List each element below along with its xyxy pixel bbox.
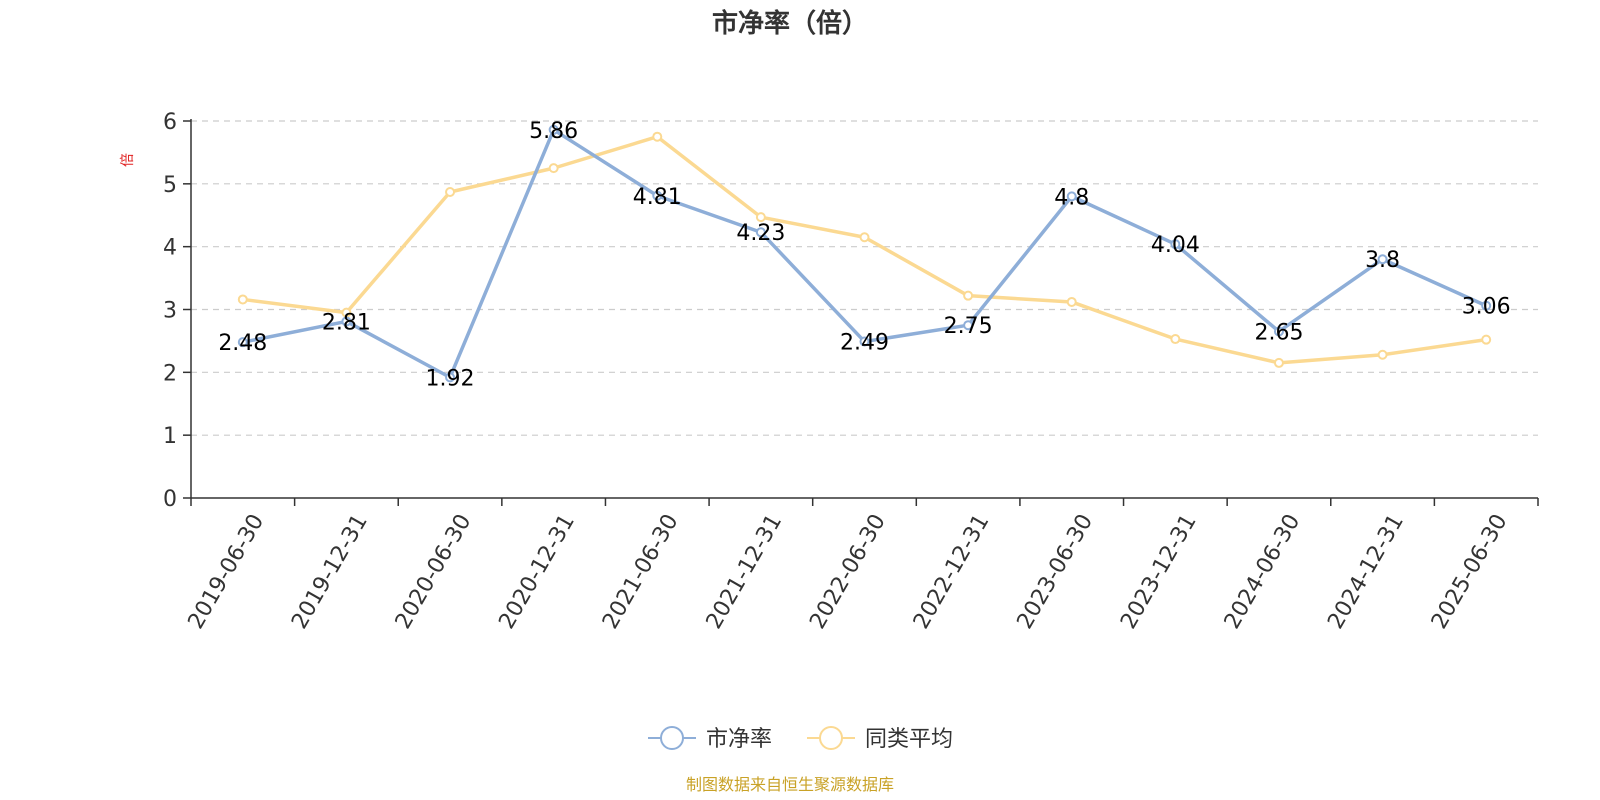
- data-point: [445, 372, 456, 383]
- data-point: [963, 290, 974, 301]
- data-point: [963, 320, 974, 331]
- data-label: 3.8: [1365, 248, 1400, 273]
- data-point: [548, 124, 559, 135]
- legend-marker: [660, 726, 684, 750]
- y-tick-label: 1: [163, 424, 177, 449]
- legend[interactable]: 市净率 同类平均: [648, 726, 953, 752]
- data-point: [1170, 239, 1181, 250]
- data-label: 4.04: [1151, 233, 1200, 258]
- source-note: 制图数据来自恒生聚源数据库: [686, 775, 894, 794]
- y-tick-label: 2: [163, 361, 177, 386]
- data-label: 2.49: [840, 331, 889, 356]
- data-labels: 2.48 2.81 1.92 5.86 4.81 4.23 2.49 2.75 4.8 4.04 2…: [218, 119, 1510, 392]
- data-point: [859, 232, 870, 243]
- x-tick-label: 2023-06-30: [1013, 510, 1099, 633]
- y-tick-label: 6: [163, 110, 177, 135]
- y-tick-label: 4: [163, 236, 177, 261]
- data-label: 2.81: [322, 310, 371, 335]
- x-tick-label: 2024-12-31: [1323, 510, 1409, 633]
- x-tick-label: 2021-06-30: [598, 510, 684, 633]
- data-point: [1273, 357, 1284, 368]
- data-label: 2.48: [218, 331, 267, 356]
- data-point: [1377, 349, 1388, 360]
- data-point: [1481, 300, 1492, 311]
- data-label: 4.23: [736, 221, 785, 246]
- legend-item-2[interactable]: 同类平均: [807, 726, 953, 752]
- y-tick-label: 5: [163, 173, 177, 198]
- x-tick-label: 2019-06-30: [184, 510, 270, 633]
- data-point: [859, 336, 870, 347]
- x-tick-label: 2019-12-31: [287, 510, 373, 633]
- y-tick-label: 3: [163, 299, 177, 324]
- data-label: 1.92: [426, 366, 475, 391]
- data-label: 4.8: [1054, 185, 1089, 210]
- data-point: [755, 227, 766, 238]
- data-label: 2.75: [944, 314, 993, 339]
- legend-marker: [819, 726, 843, 750]
- y-tick-label: 0: [163, 487, 177, 512]
- data-point: [652, 131, 663, 142]
- data-label: 4.81: [633, 185, 682, 210]
- data-point: [1481, 334, 1492, 345]
- data-label: 5.86: [529, 119, 578, 144]
- x-tick-label: 2023-12-31: [1116, 510, 1202, 633]
- x-tick-label: 2021-12-31: [702, 510, 788, 633]
- legend-label: 市净率: [706, 727, 772, 752]
- data-point: [341, 316, 352, 327]
- x-tick-label: 2025-06-30: [1427, 510, 1513, 633]
- legend-label: 同类平均: [865, 727, 953, 752]
- data-point: [1377, 254, 1388, 265]
- y-axis-label: 倍: [120, 153, 136, 167]
- data-point: [1066, 296, 1077, 307]
- data-point: [1273, 326, 1284, 337]
- x-tick-label: 2022-06-30: [805, 510, 891, 633]
- data-point: [652, 190, 663, 201]
- series-lines: [237, 124, 1492, 383]
- data-point: [445, 187, 456, 198]
- legend-item-1[interactable]: 市净率: [648, 726, 772, 752]
- chart-title: 市净率（倍）: [712, 8, 868, 39]
- x-tick-label: 2020-12-31: [494, 510, 580, 633]
- data-point: [237, 337, 248, 348]
- grid-lines: [191, 120, 1538, 436]
- data-label: 2.65: [1254, 320, 1303, 345]
- data-label: 3.06: [1462, 295, 1511, 320]
- x-tick-label: 2020-06-30: [391, 510, 477, 633]
- data-point: [1170, 334, 1181, 345]
- data-point: [755, 212, 766, 223]
- data-point: [237, 294, 248, 305]
- x-tick-label: 2024-06-30: [1220, 510, 1306, 633]
- x-tick-label: 2022-12-31: [909, 510, 995, 633]
- data-point: [1066, 191, 1077, 202]
- data-point: [548, 163, 559, 174]
